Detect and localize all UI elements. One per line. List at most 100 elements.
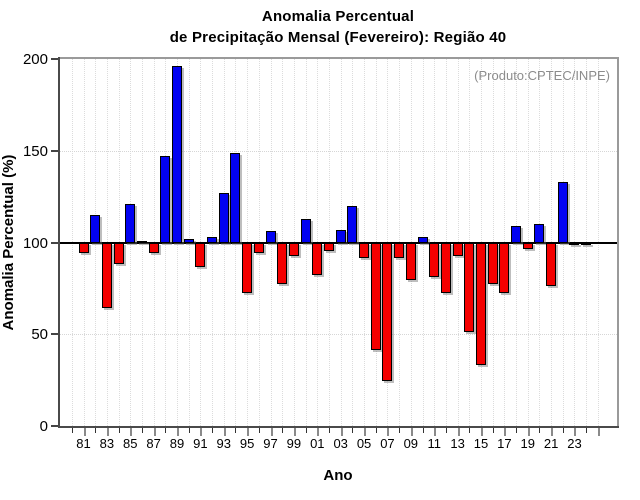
source-annotation: (Produto:CPTEC/INPE): [474, 68, 610, 83]
y-axis-tick: [51, 241, 58, 244]
bar-2008: [394, 242, 405, 259]
x-axis-tick: [83, 428, 86, 436]
chart-title: Anomalia Percentual de Precipitação Mens…: [36, 6, 640, 48]
bar-2016: [487, 242, 498, 284]
y-axis-tick: [51, 425, 58, 427]
x-tick-label: 97: [263, 436, 278, 451]
x-axis-tick: [551, 428, 554, 436]
x-axis-tick: [95, 428, 97, 433]
plot-frame-right: [617, 57, 619, 428]
bar-1999: [288, 242, 299, 257]
bar-2009: [405, 242, 416, 281]
bar-2011: [429, 242, 440, 277]
bar-1993: [218, 192, 229, 244]
x-axis-tick: [188, 428, 190, 433]
x-axis-tick: [480, 428, 483, 436]
y-tick-label: 100: [22, 234, 48, 252]
x-tick-label: 83: [99, 436, 115, 451]
chart-title-line1: Anomalia Percentual: [261, 8, 415, 25]
x-axis-tick: [71, 428, 73, 433]
plot-area: [60, 59, 617, 426]
bar-1997: [265, 231, 276, 244]
x-axis-tick: [235, 428, 237, 433]
bar-1994: [230, 152, 241, 244]
x-tick-label: 91: [193, 436, 208, 451]
x-axis-tick: [247, 428, 250, 436]
y-tick-label: 0: [39, 418, 48, 435]
bar-2019: [522, 242, 533, 249]
bar-1982: [90, 214, 101, 244]
bar-2006: [370, 242, 381, 350]
x-tick-label: 93: [216, 436, 231, 451]
x-axis-tick: [118, 428, 120, 433]
x-axis-tick: [574, 428, 577, 436]
x-axis-tick: [317, 428, 320, 436]
x-axis-tick: [457, 428, 460, 436]
x-axis-tick: [106, 428, 109, 436]
bar-1989: [172, 66, 183, 244]
bar-1992: [207, 236, 218, 244]
bar-1986: [136, 240, 147, 244]
x-axis-tick: [177, 428, 180, 436]
bar-1998: [277, 242, 288, 284]
bar-2013: [452, 242, 463, 257]
x-axis-tick: [469, 428, 471, 433]
x-tick-label: 05: [356, 436, 372, 451]
x-axis-tick: [516, 428, 518, 433]
x-axis-tick: [410, 428, 413, 436]
x-axis-tick: [223, 428, 226, 436]
x-axis-tick: [562, 428, 564, 433]
x-tick-label: 23: [567, 436, 582, 451]
x-tick-label: 81: [76, 436, 91, 451]
bar-1983: [101, 242, 112, 308]
x-tick-label: 19: [520, 436, 535, 451]
x-axis-tick: [270, 428, 273, 436]
x-axis-tick: [492, 428, 494, 433]
bar-1987: [148, 242, 159, 253]
bar-2021: [546, 242, 557, 286]
x-axis-tick: [399, 428, 401, 433]
x-tick-label: 99: [286, 436, 302, 451]
x-tick-label: 01: [310, 436, 325, 451]
bar-1988: [160, 156, 171, 244]
x-axis-tick: [527, 428, 530, 436]
bar-1984: [113, 242, 124, 264]
x-tick-label: 89: [169, 436, 185, 451]
bar-1991: [195, 242, 206, 268]
x-axis-tick: [387, 428, 390, 436]
x-axis-tick: [282, 428, 284, 433]
y-tick-label: 150: [22, 142, 48, 160]
y-axis-tick: [51, 58, 58, 60]
bar-2001: [312, 242, 323, 275]
bar-2020: [534, 224, 545, 244]
x-axis-line: [58, 426, 619, 428]
bar-1990: [183, 238, 194, 244]
x-tick-label: 13: [450, 436, 465, 451]
x-axis-tick: [130, 428, 133, 436]
horizontal-gridline: [60, 334, 617, 336]
x-axis-tick: [434, 428, 437, 436]
x-axis-tick: [504, 428, 507, 436]
x-axis-tick: [586, 428, 588, 433]
x-axis-tick: [293, 428, 296, 436]
bar-2003: [335, 229, 346, 244]
bar-1981: [78, 242, 89, 253]
bar-2023: [569, 242, 580, 246]
y-tick-label: 200: [22, 51, 48, 68]
bar-1985: [125, 203, 136, 244]
x-axis-tick: [445, 428, 447, 433]
bar-2018: [511, 225, 522, 244]
x-axis-tick: [352, 428, 354, 433]
x-axis-tick: [212, 428, 214, 433]
bar-1995: [242, 242, 253, 294]
bar-2004: [347, 205, 358, 244]
bar-2007: [382, 242, 393, 382]
bar-2012: [440, 242, 451, 294]
x-axis-tick: [597, 428, 600, 436]
horizontal-gridline: [60, 150, 617, 152]
bar-2024: [581, 242, 592, 246]
x-tick-label: 85: [123, 436, 138, 451]
bar-2010: [417, 236, 428, 244]
x-tick-label: 17: [497, 436, 512, 451]
